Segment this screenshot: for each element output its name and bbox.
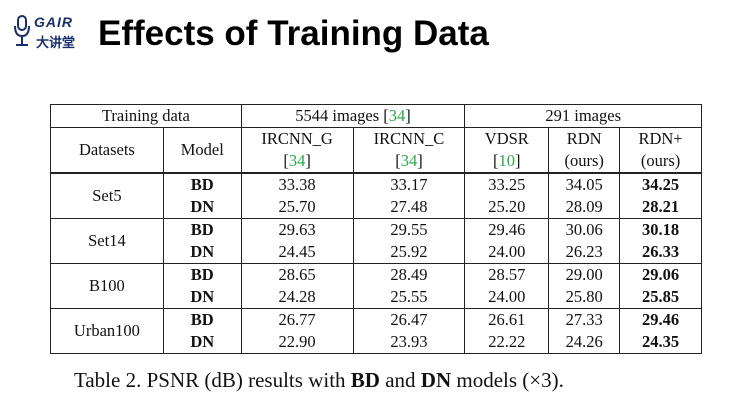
rdn-header: RDN (ours) <box>548 127 621 173</box>
ircnn-g-header: IRCNN_G [34] <box>240 127 354 173</box>
model-cell: BD <box>162 308 242 331</box>
value-cell: 26.47 <box>352 308 466 331</box>
value-cell: 33.38 <box>240 172 354 196</box>
value-cell: 26.77 <box>240 308 354 331</box>
dataset-cell: Set5 <box>50 172 164 219</box>
value-cell: 29.46 <box>464 218 550 241</box>
value-cell: 30.06 <box>548 218 621 241</box>
header-row-1: Training data 5544 images [34] 291 image… <box>50 104 702 128</box>
value-cell: 28.57 <box>464 263 550 286</box>
best-value-cell: 29.06 <box>619 263 702 286</box>
model-cell: DN <box>162 196 242 219</box>
table-row: DN 24.45 25.92 24.00 26.23 26.33 <box>51 241 702 264</box>
best-value-cell: 29.46 <box>619 308 702 331</box>
value-cell: 24.00 <box>464 241 550 264</box>
model-cell: BD <box>162 172 242 196</box>
training-data-header: Training data <box>50 104 242 128</box>
value-cell: 27.33 <box>548 308 621 331</box>
value-cell: 26.23 <box>548 241 621 264</box>
value-cell: 25.20 <box>464 196 550 219</box>
best-value-cell: 26.33 <box>619 241 702 264</box>
dataset-cell: B100 <box>50 263 164 309</box>
value-cell: 29.63 <box>240 218 354 241</box>
value-cell: 33.25 <box>464 172 550 196</box>
value-cell: 25.55 <box>352 286 466 309</box>
page-title: Effects of Training Data <box>98 14 489 53</box>
value-cell: 25.70 <box>240 196 354 219</box>
group-5544-header: 5544 images [34] <box>240 104 466 128</box>
value-cell: 27.48 <box>352 196 466 219</box>
table-caption: Table 2. PSNR (dB) results with BD and D… <box>74 368 564 392</box>
value-cell: 24.45 <box>240 241 354 264</box>
table-row: DN 22.90 23.93 22.22 24.26 24.35 <box>51 331 702 354</box>
citation-34: 34 <box>388 106 406 125</box>
model-cell: DN <box>162 241 242 264</box>
table-row: DN 24.28 25.55 24.00 25.80 25.85 <box>51 286 702 309</box>
model-cell: BD <box>162 218 242 241</box>
value-cell: 28.49 <box>352 263 466 286</box>
logo-word: GAIR <box>34 14 73 30</box>
value-cell: 25.80 <box>548 286 621 309</box>
value-cell: 33.17 <box>352 172 466 196</box>
value-cell: 24.00 <box>464 286 550 309</box>
value-cell: 25.92 <box>352 241 466 264</box>
ircnn-c-header: IRCNN_C [34] <box>352 127 466 173</box>
gair-logo: GAIR 大讲堂 <box>12 12 82 52</box>
model-cell: BD <box>162 263 242 286</box>
best-value-cell: 28.21 <box>619 196 702 219</box>
table-row: B100 BD 28.65 28.49 28.57 29.00 29.06 <box>50 263 702 309</box>
value-cell: 22.90 <box>240 331 354 354</box>
logo-chinese: 大讲堂 <box>36 36 76 51</box>
value-cell: 24.26 <box>548 331 621 354</box>
model-header: Model <box>162 127 242 173</box>
value-cell: 29.00 <box>548 263 621 286</box>
value-cell: 26.61 <box>464 308 550 331</box>
value-cell: 22.22 <box>464 331 550 354</box>
value-cell: 28.65 <box>240 263 354 286</box>
table-row: Urban100 BD 26.77 26.47 26.61 27.33 29.4… <box>50 308 702 354</box>
value-cell: 23.93 <box>352 331 466 354</box>
value-cell: 28.09 <box>548 196 621 219</box>
datasets-header: Datasets <box>50 127 164 173</box>
model-cell: DN <box>162 286 242 309</box>
value-cell: 29.55 <box>352 218 466 241</box>
value-cell: 34.05 <box>548 172 621 196</box>
table-row: Set14 BD 29.63 29.55 29.46 30.06 30.18 <box>50 218 702 264</box>
microphone-icon <box>14 15 30 46</box>
table-row: Set5 BD 33.38 33.17 33.25 34.05 34.25 <box>50 172 702 219</box>
results-table: Training data 5544 images [34] 291 image… <box>50 104 702 354</box>
best-value-cell: 34.25 <box>619 172 702 196</box>
table-row: DN 25.70 27.48 25.20 28.09 28.21 <box>51 196 702 219</box>
best-value-cell: 24.35 <box>619 331 702 354</box>
header-row-2: Datasets Model IRCNN_G [34] IRCNN_C [34] V… <box>50 127 702 173</box>
rdn-plus-header: RDN+ (ours) <box>619 127 702 173</box>
dataset-cell: Set14 <box>50 218 164 264</box>
dataset-cell: Urban100 <box>50 308 164 354</box>
best-value-cell: 30.18 <box>619 218 702 241</box>
vdsr-header: VDSR [10] <box>464 127 550 173</box>
model-cell: DN <box>162 331 242 354</box>
group-291-header: 291 images <box>464 104 702 128</box>
value-cell: 24.28 <box>240 286 354 309</box>
best-value-cell: 25.85 <box>619 286 702 309</box>
